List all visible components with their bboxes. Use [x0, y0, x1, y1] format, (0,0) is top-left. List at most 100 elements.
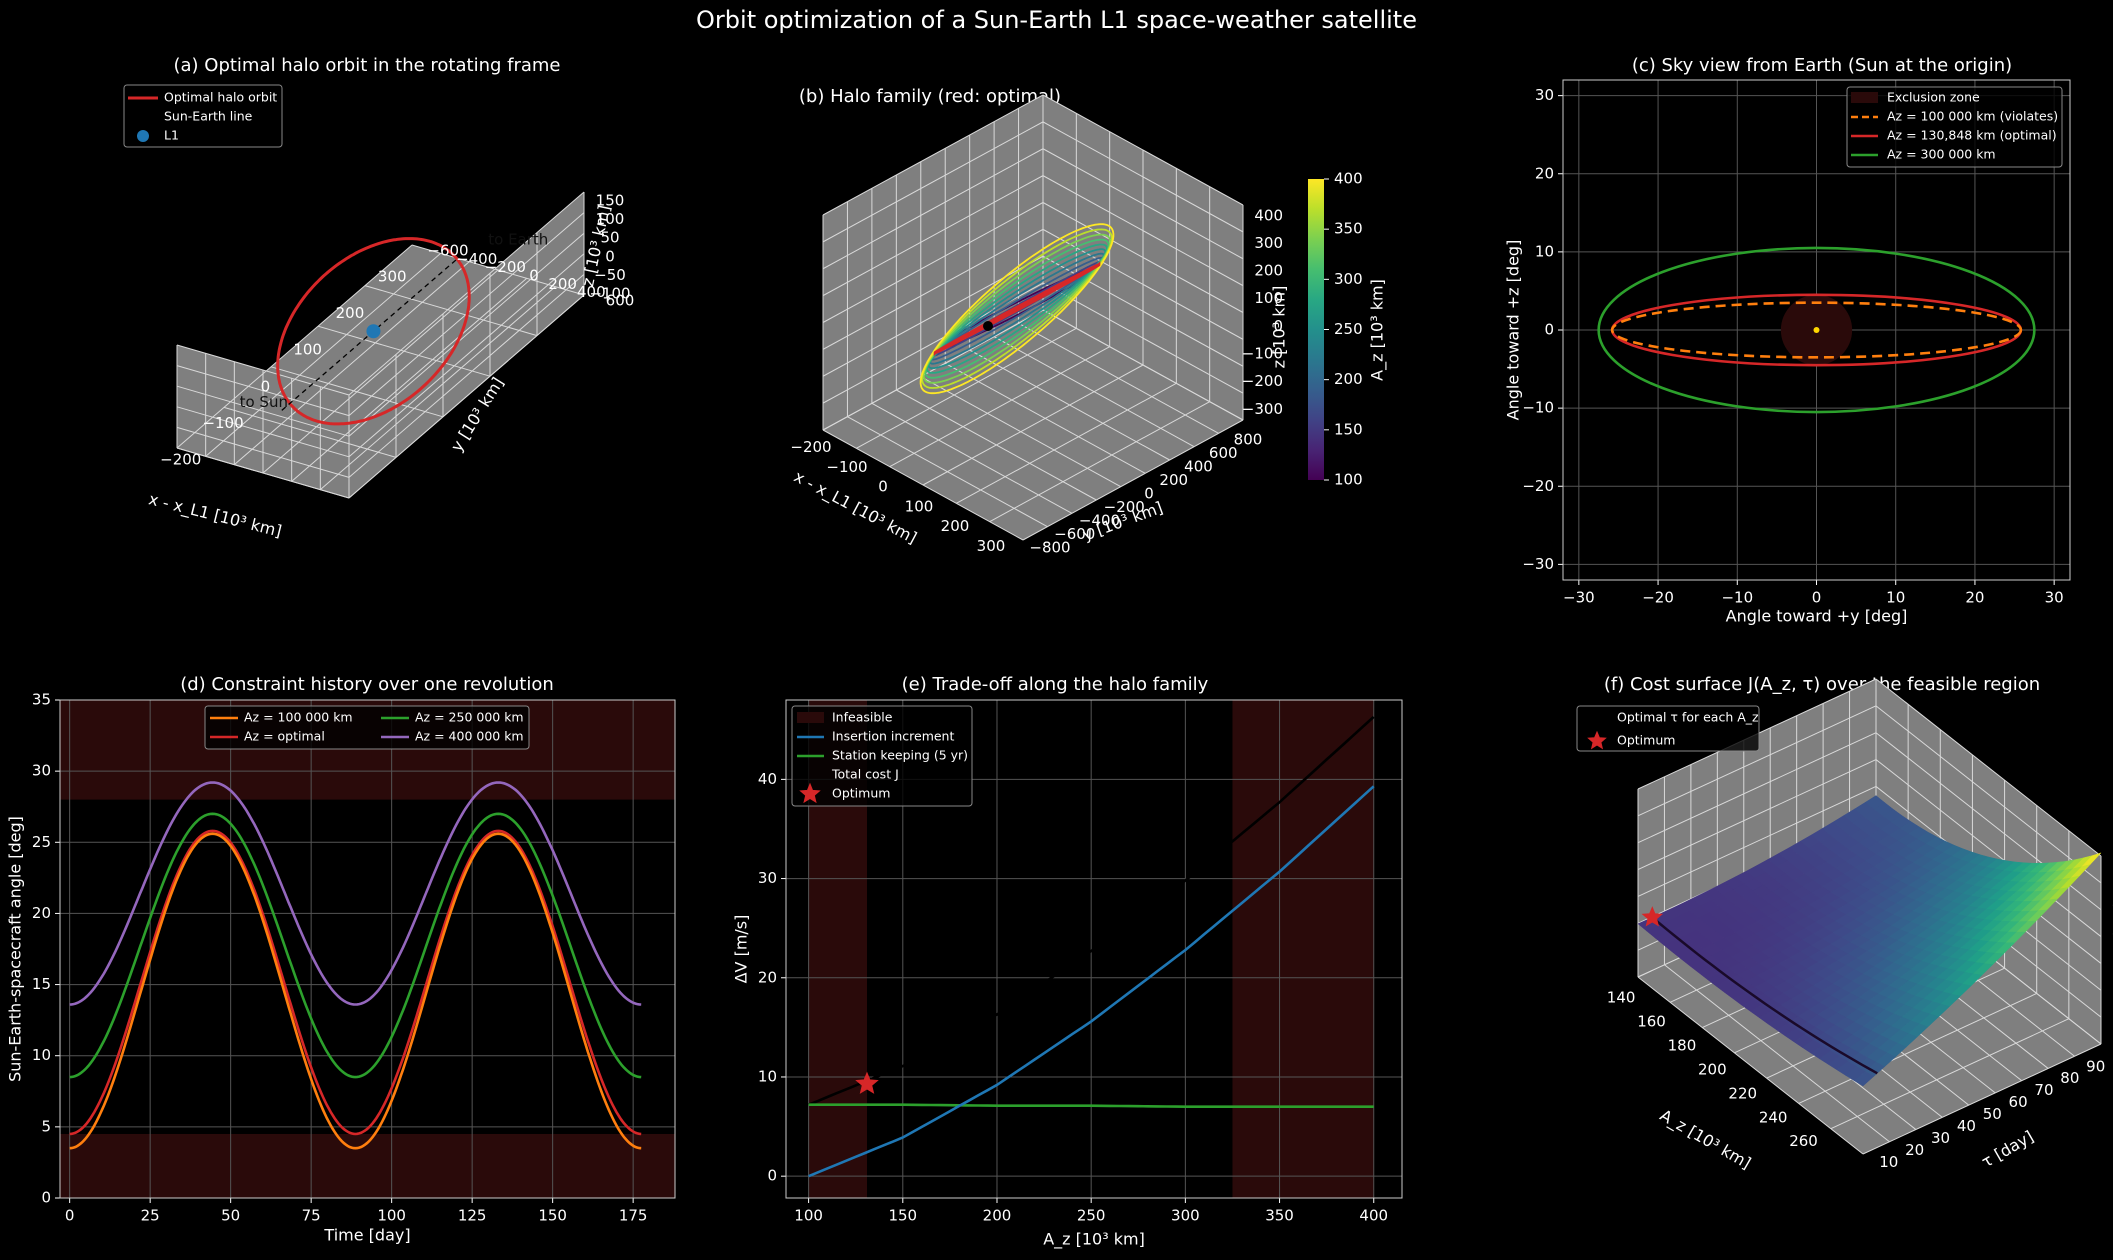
- axis-label-y: τ [day]: [1978, 1127, 2037, 1172]
- tick-label-y: 80: [2060, 1069, 2079, 1087]
- pane-grid: [1637, 705, 1877, 817]
- axis-label-y: ΔV [m/s]: [732, 915, 751, 984]
- tick-label-y: 10: [1879, 1153, 1898, 1171]
- tick-label-z: 100: [1254, 289, 1283, 307]
- tick-label-z: 0: [605, 247, 615, 265]
- tick-label-y: 800: [1234, 431, 1263, 449]
- tick-label-z: 50: [600, 229, 619, 247]
- legend-label: L1: [164, 128, 179, 143]
- tick-label-y: 90: [2086, 1057, 2105, 1075]
- tick-label-z: 100: [596, 210, 625, 228]
- tick-label-y: 40: [758, 770, 777, 788]
- pane-grid: [1637, 759, 1877, 871]
- legend-frame: [1576, 705, 1760, 752]
- tick-label-x: 100: [293, 341, 322, 359]
- colorbar-label: A_z [10³ km]: [1368, 279, 1388, 381]
- tick-label-y: 400: [1184, 458, 1213, 476]
- tick-label-y: 600: [1209, 444, 1238, 462]
- angle-history-line: [69, 832, 642, 1150]
- tick-label-x: 25: [141, 1207, 160, 1225]
- tick-label-x: 200: [941, 517, 970, 535]
- axis-label-x: Angle toward +y [deg]: [1726, 607, 1908, 626]
- chart-title: (c) Sky view from Earth (Sun at the orig…: [1632, 55, 2012, 76]
- tick-label-z: −300: [1242, 400, 1283, 418]
- axis-label-x: x - x_L1 [10³ km]: [147, 489, 284, 541]
- pane-grid: [1042, 94, 1244, 206]
- tick-label-y: 60: [2009, 1093, 2028, 1111]
- infeasible-band: [1232, 700, 1374, 1198]
- legend-label: Optimal τ for each A_z: [1617, 710, 1759, 725]
- tick-label-y: 10: [1535, 242, 1554, 260]
- optimum-marker: [1641, 906, 1664, 927]
- tick-label-x: 100: [905, 497, 934, 515]
- back-pane: [349, 192, 584, 498]
- pane-grid: [896, 389, 1097, 501]
- tick-label-z: 20: [2112, 921, 2113, 939]
- axes-frame: [59, 699, 676, 1199]
- legend-label: Az = 100 000 km (violates): [1887, 109, 2058, 124]
- tick-label-z: −100: [589, 284, 630, 302]
- pane-grid: [234, 261, 470, 466]
- tick-label-y: 35: [32, 691, 51, 709]
- tick-label-z: 400: [1254, 206, 1283, 224]
- pane-grid: [1875, 678, 2102, 857]
- tick-label-x: −200: [160, 450, 201, 468]
- tick-label-x: 250: [1077, 1207, 1106, 1225]
- tick-label-x: 300: [378, 268, 407, 286]
- chart-f: (f) Cost surface J(A_z, τ) over the feas…: [1576, 674, 2113, 1174]
- pane-grid: [176, 426, 350, 478]
- pane-grid: [262, 269, 499, 474]
- pane-grid: [1042, 202, 1244, 313]
- tick-label-x: 180: [1668, 1037, 1697, 1055]
- tick-label-x: 100: [377, 1207, 406, 1225]
- axes-frame: [1562, 79, 2071, 581]
- sky-track-line: [1610, 301, 2023, 359]
- tick-label-y: 10: [32, 1046, 51, 1064]
- pane-grid: [822, 202, 1044, 323]
- annotation-to-sun: to Sun: [240, 393, 288, 411]
- pane-grid: [956, 382, 1177, 504]
- pane-grid: [348, 294, 585, 499]
- optimal-orbit-line: [933, 261, 1101, 357]
- tick-label-x: −10: [1721, 589, 1753, 607]
- sun-marker: [1813, 327, 1820, 333]
- family-orbit-line: [919, 223, 1115, 395]
- tick-label-x: 125: [458, 1207, 487, 1225]
- l1-marker: [366, 324, 381, 339]
- pane-grid: [1022, 419, 1244, 541]
- optimum-marker: [855, 1071, 879, 1094]
- pane-grid: [1830, 1018, 2070, 1130]
- angle-history-line: [69, 812, 642, 1079]
- tick-label-x: 350: [1265, 1207, 1294, 1225]
- tick-label-x: 0: [1812, 589, 1822, 607]
- pane-grid: [922, 364, 1144, 486]
- tick-label-x: 75: [302, 1207, 321, 1225]
- tick-label-x: 0: [261, 377, 271, 395]
- cost-line: [808, 785, 1375, 1178]
- tick-label-y: −600: [1054, 525, 1095, 543]
- pane-grid: [822, 94, 1044, 216]
- pane-grid: [176, 365, 350, 417]
- tick-label-z: 10: [2112, 978, 2113, 996]
- legend-label: Sun-Earth line: [164, 109, 253, 124]
- pane-grid: [1637, 732, 1877, 844]
- axes-frame: [785, 699, 1403, 1199]
- colorbar-tick-label: 100: [1334, 471, 1363, 489]
- legend-label: Az = 300 000 km: [1887, 147, 1996, 162]
- tick-label-y: 200: [548, 275, 577, 293]
- colorbar-tick-label: 250: [1334, 320, 1363, 338]
- tick-label-y: −800: [1029, 539, 1070, 557]
- optimal-tau-line: [1651, 916, 1878, 1075]
- axis-label-x: x - x_L1 [10³ km]: [790, 467, 920, 549]
- colorbar-tick-label: 400: [1334, 170, 1363, 188]
- tick-label-x: −100: [202, 414, 243, 432]
- tick-label-z: −50: [594, 266, 626, 284]
- pane-grid: [856, 327, 1077, 449]
- pane-grid: [1875, 705, 2102, 884]
- chart-title: (f) Cost surface J(A_z, τ) over the feas…: [1604, 674, 2040, 695]
- family-orbit-line: [926, 243, 1108, 374]
- chart-title: (b) Halo family (red: optimal): [799, 86, 1061, 107]
- tick-label-y: −20: [1522, 477, 1554, 495]
- tick-label-x: 260: [1789, 1132, 1818, 1150]
- tick-label-y: 200: [1159, 471, 1188, 489]
